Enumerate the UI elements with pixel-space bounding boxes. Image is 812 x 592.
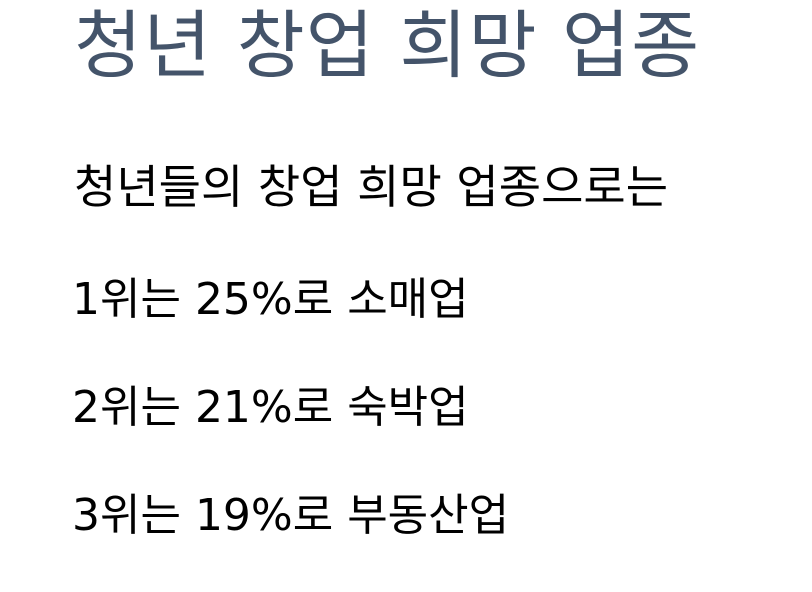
slide-title: 청년 창업 희망 업종 — [74, 3, 701, 89]
intro-text: 청년들의 창업 희망 업종으로는 — [74, 160, 669, 214]
rank-line-3: 3위는 19%로 부동산업 — [72, 490, 510, 541]
rank-line-2: 2위는 21%로 숙박업 — [72, 382, 469, 433]
rank-line-1: 1위는 25%로 소매업 — [72, 274, 469, 325]
